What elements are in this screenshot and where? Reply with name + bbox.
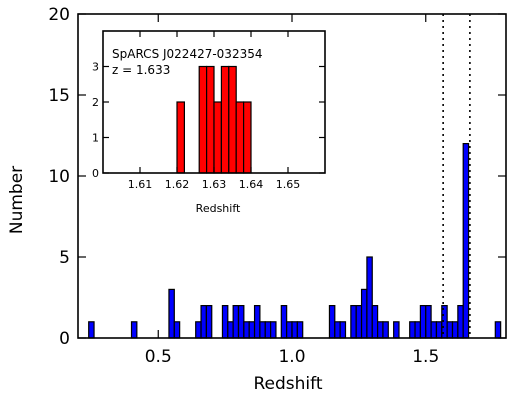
main-bar-39 <box>446 321 454 339</box>
main-bar-43 <box>494 321 502 339</box>
inset-x-tick-label-2: 1.63 <box>202 178 227 191</box>
inset-x-tick-label-3: 1.64 <box>239 178 264 191</box>
inset-cluster-redshift: z = 1.633 <box>112 63 170 77</box>
main-x-axis-label: Redshift <box>253 374 322 394</box>
main-x-tick-label-1: 1.0 <box>278 347 305 367</box>
inset-bar-3 <box>213 101 223 174</box>
main-bar-21 <box>328 305 336 339</box>
inset-bar-0 <box>176 101 186 174</box>
inset-histogram-panel: 1.61 1.62 1.63 1.64 1.65 0 1 2 3 SpARCS J022427-… <box>92 30 326 215</box>
main-bar-30 <box>382 321 389 339</box>
main-y-tick-label-3: 15 <box>48 86 70 106</box>
inset-bar-7 <box>243 101 252 174</box>
inset-bar-1 <box>198 65 208 174</box>
inset-x-tick-label-0: 1.61 <box>128 178 153 191</box>
main-bar-28 <box>371 305 379 339</box>
main-bar-17 <box>280 305 288 339</box>
main-x-tick-label-0: 0.5 <box>145 347 172 367</box>
inset-y-tick-label-3: 3 <box>92 61 99 74</box>
main-bar-31 <box>393 321 400 339</box>
main-y-tick-label-0: 0 <box>59 329 70 349</box>
main-x-tick-label-2: 1.5 <box>412 347 439 367</box>
main-bar-35 <box>425 305 432 339</box>
inset-x-tick-label-1: 1.62 <box>165 178 190 191</box>
inset-cluster-name: SpARCS J022427-032354 <box>112 47 262 61</box>
main-bar-5 <box>200 305 208 339</box>
main-bar-29 <box>377 321 384 339</box>
inset-bar-6 <box>235 101 245 174</box>
inset-y-tick-label-2: 2 <box>92 96 99 109</box>
main-bar-0 <box>88 321 95 339</box>
main-y-tick-label-2: 10 <box>48 167 70 187</box>
main-bar-27 <box>366 256 373 339</box>
main-bar-22 <box>334 321 341 339</box>
main-bar-40 <box>451 321 459 339</box>
main-bar-37 <box>435 321 443 339</box>
main-bar-34 <box>419 305 427 339</box>
inset-y-tick-label-1: 1 <box>92 132 99 145</box>
main-bar-25 <box>355 305 363 339</box>
main-bar-13 <box>253 305 261 339</box>
main-bar-24 <box>350 305 357 339</box>
main-y-axis-label: Number <box>7 166 27 234</box>
main-bar-14 <box>259 321 266 339</box>
main-bar-9 <box>232 305 240 339</box>
main-y-tick-label-4: 20 <box>48 5 70 25</box>
main-bar-18 <box>286 321 293 339</box>
main-bar-20 <box>296 321 304 339</box>
main-bar-2 <box>168 288 175 339</box>
main-bar-1 <box>130 321 138 339</box>
main-bar-19 <box>291 321 298 339</box>
main-bar-6 <box>205 305 213 339</box>
main-bar-10 <box>237 305 245 339</box>
main-bar-16 <box>270 321 277 339</box>
main-y-tick-label-1: 5 <box>59 248 70 268</box>
main-bar-33 <box>414 321 421 339</box>
inset-plot-area: 1.61 1.62 1.63 1.64 1.65 0 1 2 3 <box>92 30 326 191</box>
main-bar-11 <box>243 321 250 339</box>
main-bar-41 <box>457 305 464 339</box>
main-bar-4 <box>195 321 202 339</box>
inset-bar-4 <box>220 65 230 174</box>
main-bar-26 <box>360 288 368 339</box>
main-bar-12 <box>248 321 256 339</box>
inset-bar-5 <box>228 65 237 174</box>
main-bar-15 <box>264 321 272 339</box>
main-bar-23 <box>339 321 347 339</box>
main-bar-7 <box>221 305 229 339</box>
main-bar-3 <box>173 321 181 339</box>
main-bar-42 <box>462 143 470 339</box>
inset-x-axis-label: Redshift <box>196 202 241 215</box>
inset-bar-2 <box>206 65 215 174</box>
main-bar-8 <box>227 321 234 339</box>
inset-y-tick-label-0: 0 <box>92 167 99 180</box>
main-bar-36 <box>430 321 438 339</box>
main-bar-32 <box>409 321 416 339</box>
inset-x-tick-label-4: 1.65 <box>276 178 301 191</box>
